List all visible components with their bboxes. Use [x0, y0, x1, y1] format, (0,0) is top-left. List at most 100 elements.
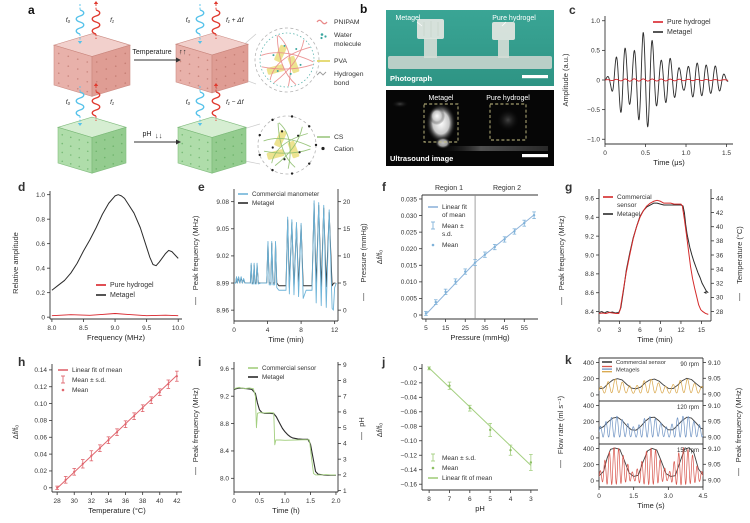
svg-text:Mean ±: Mean ± — [442, 223, 464, 230]
svg-text:0: 0 — [413, 312, 417, 319]
svg-text:Linear fit of mean: Linear fit of mean — [442, 475, 493, 482]
f0-label: f₀ — [66, 99, 71, 106]
svg-text:Amplitude (a.u.): Amplitude (a.u.) — [561, 53, 570, 106]
svg-text:10: 10 — [343, 253, 351, 260]
svg-text:9.10: 9.10 — [708, 403, 721, 410]
svg-text:Pure hydrogel: Pure hydrogel — [110, 282, 154, 289]
svg-text:−0.04: −0.04 — [401, 395, 418, 402]
svg-text:8.6: 8.6 — [585, 290, 594, 297]
svg-text:6: 6 — [638, 327, 642, 334]
svg-text:9.6: 9.6 — [585, 196, 594, 203]
svg-text:—: — — [734, 468, 743, 476]
panel-a-canvas: a f₀ f₁ f₀ f₁ + Δf f₀ f₁ f₀ f₁ − Δf Temp… — [28, 1, 364, 175]
svg-text:150 rpm: 150 rpm — [677, 448, 699, 454]
svg-text:90 rpm: 90 rpm — [680, 362, 699, 368]
f0-label: f₀ — [66, 17, 71, 24]
svg-text:g: g — [565, 180, 572, 194]
svg-text:8: 8 — [299, 327, 303, 334]
metagel-pointer-line — [416, 21, 423, 27]
svg-text:f: f — [382, 180, 387, 194]
svg-text:i: i — [198, 355, 201, 369]
svg-text:0: 0 — [597, 493, 601, 500]
svg-text:Time (min): Time (min) — [268, 335, 304, 344]
svg-text:32: 32 — [88, 498, 96, 505]
us-metagel-roi-box — [423, 103, 459, 143]
svg-text:20: 20 — [343, 199, 351, 206]
svg-text:9.10: 9.10 — [708, 446, 721, 453]
svg-text:Mean: Mean — [442, 242, 459, 249]
svg-text:120 rpm: 120 rpm — [677, 405, 699, 411]
svg-text:0: 0 — [596, 77, 600, 84]
svg-text:−0.16: −0.16 — [401, 482, 418, 489]
us-pure-faint-blob — [496, 108, 520, 132]
svg-text:Commercial manometer: Commercial manometer — [252, 191, 319, 198]
ph-down-arrows-icon: ↓↓ — [155, 131, 163, 140]
svg-text:5: 5 — [488, 496, 492, 503]
svg-text:12: 12 — [331, 327, 339, 334]
temperature-label: Temperature — [132, 49, 171, 56]
svg-text:0: 0 — [413, 366, 417, 373]
svg-text:Δf/f₀: Δf/f₀ — [375, 250, 384, 264]
svg-text:5: 5 — [343, 280, 347, 287]
svg-text:0.4: 0.4 — [36, 265, 45, 272]
ph-label: pH — [143, 131, 152, 138]
svg-text:36: 36 — [122, 498, 130, 505]
legend-hbond-1: Hydrogen — [334, 71, 364, 78]
svg-text:8: 8 — [343, 378, 347, 385]
svg-text:9.05: 9.05 — [708, 419, 721, 426]
f1-minus-df-label: f₁ − Δf — [226, 99, 245, 106]
svg-text:Metagel: Metagel — [252, 200, 274, 207]
temperature-arrowhead-icon — [176, 57, 181, 63]
svg-text:Metagel: Metagel — [617, 211, 641, 218]
svg-text:sensor: sensor — [617, 202, 637, 209]
legend-water-2: molecule — [334, 41, 361, 48]
photo-scale-bar — [522, 75, 548, 79]
svg-text:Flow rate (ml s⁻¹): Flow rate (ml s⁻¹) — [556, 395, 565, 454]
svg-text:9: 9 — [343, 362, 347, 369]
svg-text:9.10: 9.10 — [708, 360, 721, 367]
svg-text:Peak frequency (MHz): Peak frequency (MHz) — [557, 215, 566, 290]
us-metagel-echo-core — [429, 107, 445, 125]
svg-text:−0.12: −0.12 — [401, 453, 418, 460]
f1-label: f₁ — [110, 99, 114, 106]
chart-i-ph-response: 0 0.5 1.0 1.5 2.0 8.0 8.4 8.8 9.2 9.6 1 2 3 4 5 6 7 8 9 Tim… — [191, 355, 366, 515]
chart-j-df-vs-ph: 8 7 6 5 4 3 0 −0.02 −0.04 −0.06 −0.08 −0.10 −0.12 −0.… — [375, 355, 538, 513]
legend-pva: PVA — [334, 58, 348, 65]
us-faint-spot — [391, 100, 409, 108]
svg-text:34: 34 — [716, 266, 724, 273]
svg-text:j: j — [381, 355, 385, 369]
svg-text:pH: pH — [357, 417, 366, 427]
ultrasound-caption: Ultrasound image — [390, 154, 453, 163]
metagel-block — [417, 19, 444, 39]
svg-text:0.6: 0.6 — [36, 241, 45, 248]
pure-hydrogel-pillar — [498, 40, 509, 58]
svg-text:◂: ◂ — [703, 290, 706, 296]
svg-text:Temperature (°C): Temperature (°C) — [88, 506, 146, 515]
svg-text:pH: pH — [475, 504, 485, 513]
svg-text:0.005: 0.005 — [401, 296, 418, 303]
svg-text:Metagel: Metagel — [262, 374, 284, 381]
svg-text:15: 15 — [442, 325, 450, 332]
us-metagel-tag: Metagel — [429, 95, 454, 102]
svg-text:1.5: 1.5 — [629, 493, 638, 500]
svg-text:8.96: 8.96 — [216, 307, 229, 314]
chart-e-pressure-response: 0 4 8 12 8.96 8.99 9.02 9.05 9.08 0 5 10 15 20 Time (m… — [191, 180, 368, 344]
svg-text:Mean ± s.d.: Mean ± s.d. — [442, 455, 476, 462]
svg-text:0.5: 0.5 — [641, 150, 650, 157]
svg-text:9: 9 — [659, 327, 663, 334]
svg-text:Metagel: Metagel — [667, 29, 692, 36]
svg-text:0.015: 0.015 — [401, 263, 418, 270]
svg-text:1.0: 1.0 — [36, 192, 45, 199]
svg-text:8.4: 8.4 — [585, 309, 594, 316]
us-scale-bar — [522, 154, 548, 158]
svg-text:—: — — [357, 432, 366, 440]
svg-text:Pressure (mmHg): Pressure (mmHg) — [359, 223, 368, 283]
svg-text:1.0: 1.0 — [280, 498, 289, 505]
svg-text:—: — — [557, 297, 566, 305]
svg-text:Pure hydrogel: Pure hydrogel — [667, 19, 711, 26]
svg-text:400: 400 — [583, 360, 594, 367]
svg-text:9.0: 9.0 — [585, 252, 594, 259]
metagel-pillar — [424, 38, 437, 58]
